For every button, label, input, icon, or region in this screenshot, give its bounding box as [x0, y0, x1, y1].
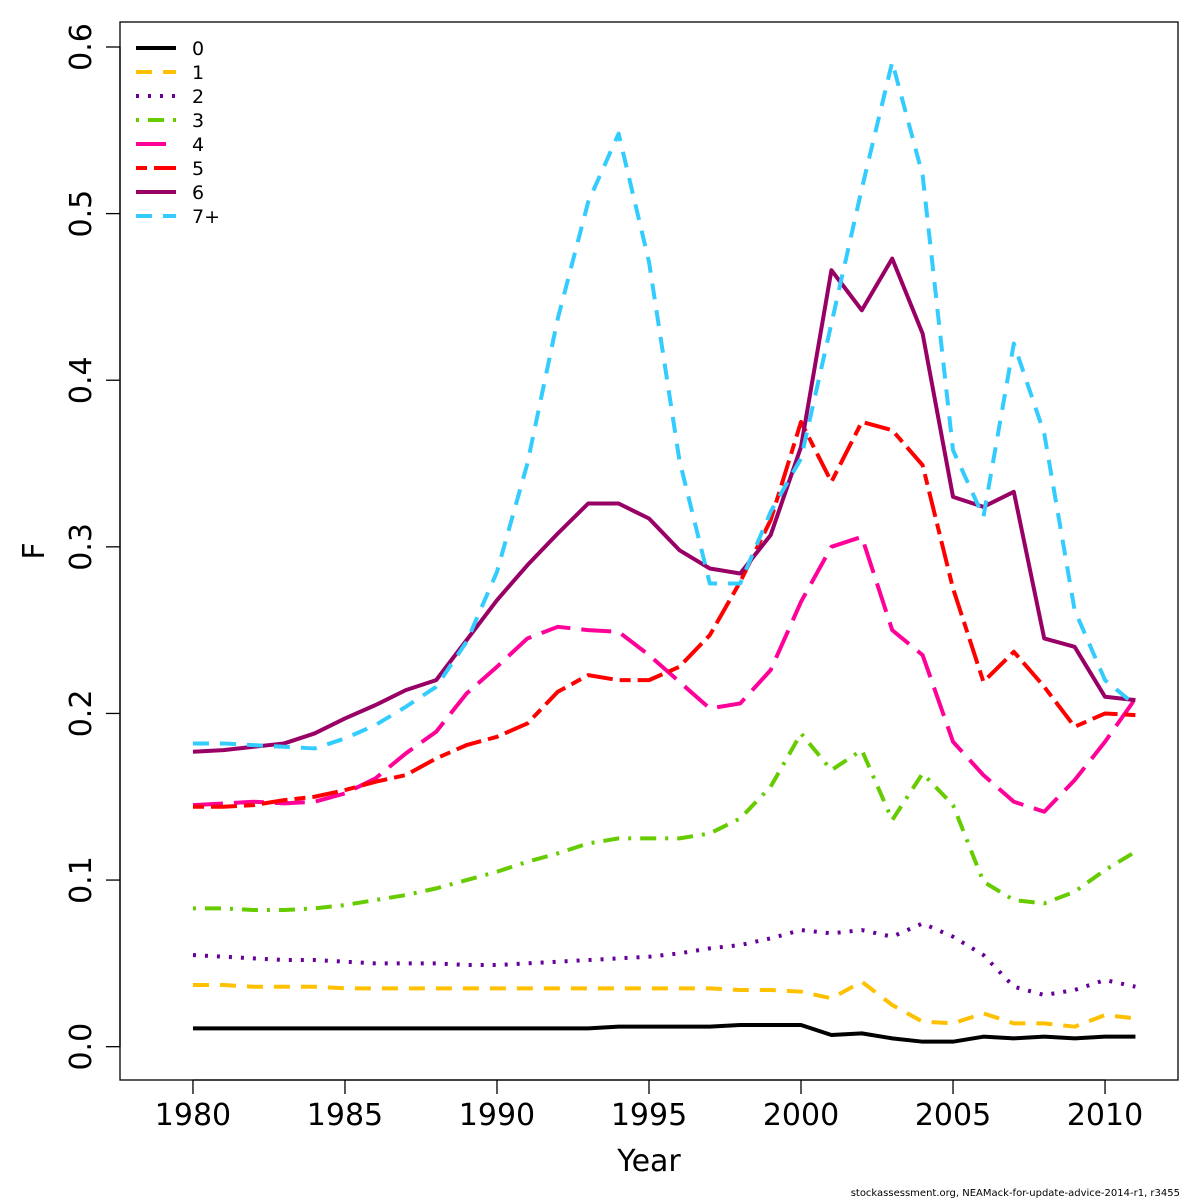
y-axis: 0.0 0.1 0.2 0.3 0.4 0.5 0.6: [64, 23, 121, 1071]
legend-label: 2: [192, 86, 204, 108]
y-axis-title: F: [17, 542, 52, 559]
y-tick-label: 0.0: [64, 1023, 99, 1071]
x-axis-title: Year: [616, 1144, 681, 1179]
series-line-2: [192, 921, 1136, 998]
x-tick-label: 1995: [611, 1098, 687, 1133]
series-line-5: [192, 419, 1136, 809]
y-tick-label: 0.6: [64, 23, 99, 71]
series-line-4: [192, 534, 1138, 814]
legend-label: 3: [192, 110, 204, 132]
x-tick-label: 2000: [763, 1098, 839, 1133]
legend-label: 6: [192, 182, 204, 204]
footer-note: stockassessment.org, NEAMack-for-update-…: [851, 1188, 1180, 1199]
y-tick-label: 0.1: [64, 856, 99, 904]
x-tick-label: 2005: [915, 1098, 991, 1133]
y-tick-label: 0.4: [64, 356, 99, 404]
x-axis: 1980 1985 1990 1995 2000 2005 2010: [155, 1079, 1143, 1133]
legend-label: 4: [192, 134, 204, 156]
y-tick-label: 0.5: [64, 190, 99, 238]
series-lines: [192, 59, 1138, 1044]
legend-label: 5: [192, 158, 204, 180]
legend-label: 1: [192, 62, 204, 84]
y-tick-label: 0.2: [64, 690, 99, 738]
x-tick-label: 1980: [155, 1098, 231, 1133]
series-line-7-plus: [192, 59, 1137, 751]
x-tick-label: 2010: [1067, 1098, 1143, 1133]
y-tick-label: 0.3: [64, 523, 99, 571]
series-line-1: [192, 979, 1136, 1029]
series-line-0: [192, 1023, 1136, 1044]
x-tick-label: 1990: [459, 1098, 535, 1133]
legend-label: 7+: [192, 206, 220, 228]
legend-label: 0: [192, 38, 204, 60]
x-tick-label: 1985: [307, 1098, 383, 1133]
